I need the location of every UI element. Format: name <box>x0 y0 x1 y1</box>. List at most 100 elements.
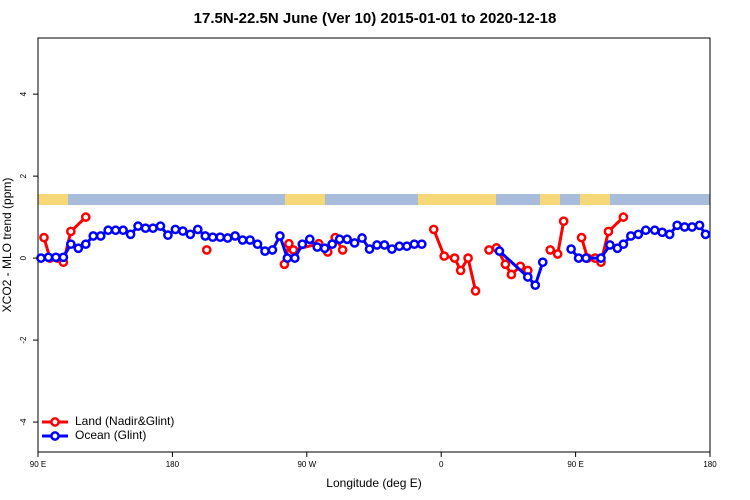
data-point <box>80 212 91 222</box>
data-point <box>633 229 644 240</box>
land-patch <box>540 194 560 205</box>
x-axis-label: Longitude (deg E) <box>326 476 421 490</box>
data-point <box>603 226 614 237</box>
data-point <box>267 245 278 255</box>
plot-area <box>36 212 711 296</box>
data-point <box>260 246 270 256</box>
data-point <box>297 239 308 250</box>
data-point <box>552 249 563 259</box>
x-tick-label: 90 W <box>297 460 316 469</box>
legend-label: Land (Nadir&Glint) <box>75 414 174 428</box>
data-point <box>215 232 226 243</box>
legend-marker <box>50 431 60 441</box>
data-point <box>36 253 46 263</box>
x-tick-label: 180 <box>166 460 180 469</box>
data-point <box>573 253 584 263</box>
data-point <box>687 222 697 232</box>
data-point <box>133 221 143 231</box>
data-point <box>140 223 151 234</box>
data-point <box>192 224 203 235</box>
data-point <box>334 234 345 245</box>
data-point <box>337 245 348 255</box>
y-tick-label: -2 <box>19 336 28 344</box>
data-point <box>428 224 439 235</box>
data-point <box>455 265 466 276</box>
data-point <box>463 253 473 263</box>
data-point <box>282 253 293 263</box>
data-point <box>530 280 541 291</box>
data-point <box>649 225 660 236</box>
data-point <box>679 222 690 232</box>
data-point <box>319 243 330 254</box>
data-point <box>200 231 211 241</box>
data-point <box>545 245 556 255</box>
data-point <box>605 240 615 250</box>
data-point <box>288 245 299 255</box>
data-point <box>596 253 606 263</box>
data-point <box>125 229 136 240</box>
data-point <box>672 220 682 231</box>
land-patch <box>418 194 496 205</box>
x-tick-label: 90 E <box>30 460 46 469</box>
data-point <box>80 239 91 250</box>
data-point <box>640 225 651 236</box>
data-point <box>576 232 587 243</box>
data-point <box>522 272 533 282</box>
data-point <box>185 229 196 240</box>
data-point <box>230 231 240 241</box>
data-point <box>58 252 69 263</box>
data-point <box>470 286 481 296</box>
data-point <box>66 239 76 250</box>
land-patch <box>285 194 325 205</box>
data-point <box>73 243 84 254</box>
data-point <box>312 242 323 252</box>
y-tick-label: 2 <box>19 173 28 178</box>
chart-title: 17.5N-22.5N June (Ver 10) 2015-01-01 to … <box>194 10 557 27</box>
data-point <box>342 234 352 245</box>
data-point <box>439 251 450 261</box>
data-point <box>379 240 390 250</box>
data-point <box>484 245 494 255</box>
data-point <box>416 239 427 250</box>
data-point <box>626 231 636 241</box>
series-line <box>498 250 545 289</box>
data-point <box>88 231 99 241</box>
data-point <box>207 232 218 243</box>
data-point <box>449 253 460 263</box>
data-point <box>110 225 121 236</box>
data-point <box>170 224 181 235</box>
x-tick-label: 180 <box>703 460 717 469</box>
data-point <box>394 241 405 252</box>
ocean-strip <box>38 194 710 205</box>
data-point <box>558 216 569 227</box>
data-point <box>494 246 505 256</box>
data-point <box>372 240 382 250</box>
data-point <box>201 245 212 255</box>
data-point <box>66 226 76 237</box>
data-point <box>237 235 248 245</box>
plot-frame <box>37 37 711 453</box>
data-point <box>43 252 54 263</box>
data-point <box>245 235 255 245</box>
data-point <box>290 253 300 263</box>
data-point <box>284 238 294 249</box>
data-point <box>364 244 375 254</box>
data-point <box>657 227 668 238</box>
data-point <box>387 244 397 254</box>
data-point <box>155 221 166 231</box>
legend-marker <box>50 417 60 427</box>
y-axis-label: XCO2 - MLO trend (ppm) <box>0 178 14 313</box>
data-point <box>618 212 629 222</box>
data-point <box>178 226 188 236</box>
map-strip <box>38 194 710 205</box>
legend-label: Ocean (Glint) <box>75 428 146 442</box>
data-point <box>95 231 106 241</box>
data-point <box>118 225 128 236</box>
data-point <box>327 239 338 250</box>
data-point <box>694 220 705 231</box>
data-point <box>581 253 591 263</box>
data-point <box>700 229 711 240</box>
y-tick-label: 4 <box>19 91 28 96</box>
